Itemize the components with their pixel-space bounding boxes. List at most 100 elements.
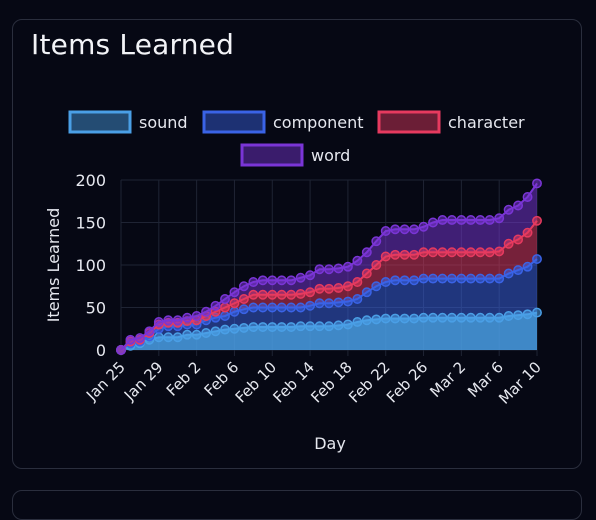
point-character <box>513 234 524 245</box>
point-sound <box>456 312 467 323</box>
legend-swatch-sound <box>68 110 132 134</box>
point-word <box>286 275 297 286</box>
point-sound <box>295 321 306 332</box>
point-word <box>295 272 306 283</box>
point-character <box>361 268 372 279</box>
point-word <box>522 192 533 202</box>
x-tick-label: Feb 14 <box>270 358 318 406</box>
legend-label-component: component <box>273 113 364 132</box>
point-word <box>342 261 353 272</box>
point-sound <box>191 329 202 340</box>
point-character <box>532 215 542 226</box>
point-word <box>428 217 438 228</box>
point-character <box>437 247 448 258</box>
point-sound <box>267 322 278 332</box>
x-tick-label: Mar 2 <box>426 358 469 401</box>
point-component <box>456 273 467 284</box>
point-character <box>238 294 249 304</box>
point-sound <box>333 320 344 331</box>
point-sound <box>409 313 420 324</box>
point-character <box>276 289 287 300</box>
point-character <box>465 247 476 258</box>
point-sound <box>342 319 353 330</box>
legend-item-sound: sound <box>68 110 188 134</box>
point-character <box>257 289 268 300</box>
legend: sound component character word <box>68 110 525 167</box>
legend-swatch-word <box>240 143 304 167</box>
point-word <box>418 221 429 232</box>
point-character <box>229 298 240 309</box>
point-character <box>522 227 533 238</box>
point-component <box>257 302 268 313</box>
point-word <box>191 311 202 321</box>
legend-swatch-component <box>202 110 266 134</box>
point-sound <box>238 322 249 333</box>
point-word <box>380 226 391 236</box>
x-tick-label: Mar 10 <box>495 358 545 408</box>
point-sound <box>257 322 268 332</box>
point-word <box>116 345 126 355</box>
x-tick-label: Feb 10 <box>232 358 280 406</box>
point-character <box>428 247 438 258</box>
point-component <box>220 311 230 321</box>
point-sound <box>361 315 372 326</box>
point-character <box>333 283 344 293</box>
point-word <box>475 215 486 225</box>
y-axis-title: Items Learned <box>44 208 63 323</box>
x-tick-label: Jan 25 <box>82 358 129 405</box>
point-component <box>532 254 542 264</box>
point-component <box>267 302 278 313</box>
point-word <box>182 312 193 323</box>
point-component <box>475 273 486 284</box>
point-word <box>513 200 524 211</box>
point-word <box>229 287 240 298</box>
point-word <box>409 224 420 235</box>
point-word <box>314 264 325 275</box>
point-character <box>390 249 401 260</box>
legend-item-character: character <box>377 110 525 134</box>
point-character <box>267 289 278 300</box>
point-sound <box>446 312 457 323</box>
y-tick-label: 150 <box>75 214 106 233</box>
point-word <box>153 317 164 327</box>
point-component <box>276 302 287 313</box>
point-component <box>352 294 363 304</box>
point-component <box>305 300 316 311</box>
x-axis-title: Day <box>314 434 346 453</box>
point-component <box>465 273 476 284</box>
point-character <box>352 277 363 287</box>
point-word <box>465 215 476 225</box>
point-word <box>125 334 136 345</box>
point-character <box>286 289 297 300</box>
point-word <box>248 277 259 287</box>
point-word <box>361 247 372 258</box>
x-tick-label: Feb 26 <box>383 358 431 406</box>
point-sound <box>305 321 316 332</box>
point-character <box>380 251 391 262</box>
point-character <box>446 247 457 258</box>
point-word <box>324 264 334 275</box>
point-character <box>314 283 325 294</box>
point-word <box>399 224 410 235</box>
point-component <box>446 273 457 284</box>
point-word <box>163 315 174 326</box>
point-character <box>324 283 334 294</box>
point-component <box>428 273 438 284</box>
point-character <box>371 260 382 270</box>
point-word <box>267 275 278 286</box>
point-character <box>220 302 230 313</box>
point-component <box>522 261 533 272</box>
point-sound <box>494 312 505 323</box>
point-word <box>446 215 457 225</box>
legend-label-word: word <box>311 146 350 165</box>
point-component <box>418 273 429 284</box>
point-component <box>314 298 325 309</box>
point-component <box>513 265 524 276</box>
point-word <box>201 306 212 317</box>
point-sound <box>324 321 334 332</box>
legend-swatch-character <box>377 110 441 134</box>
point-character <box>484 247 495 258</box>
point-component <box>494 273 505 284</box>
point-sound <box>503 311 514 321</box>
